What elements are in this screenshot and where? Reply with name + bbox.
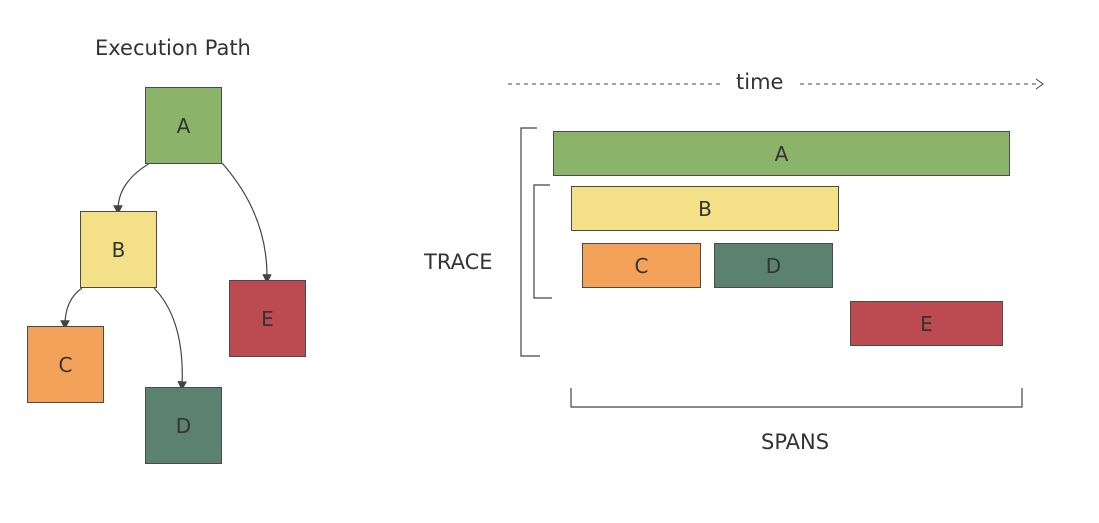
spans-bracket [570,388,1023,408]
edge-b-d [153,287,188,391]
node-b-label: B [111,237,126,262]
edge-b-c [60,287,83,330]
node-e-label: E [261,306,274,331]
node-b: B [80,211,157,288]
span-d: D [714,243,833,288]
time-axis-arrowhead [1035,78,1044,90]
spans-label: SPANS [761,430,830,454]
node-d: D [145,387,222,464]
span-b-label: B [698,196,712,221]
edge-a-e [221,162,272,284]
node-a: A [145,87,222,164]
span-d-label: D [765,253,782,278]
span-b: B [571,186,839,231]
node-c: C [27,326,104,403]
trace-bracket [520,127,540,357]
span-c-label: C [634,253,649,278]
span-e: E [850,301,1003,346]
execution-path-title: Execution Path [95,36,251,60]
node-c-label: C [58,352,73,377]
span-c: C [582,243,701,288]
trace-label: TRACE [424,250,493,274]
subtree-bracket [533,184,552,299]
span-e-label: E [920,311,933,336]
node-a-label: A [176,113,191,138]
node-e: E [229,280,306,357]
span-a-label: A [774,141,789,166]
time-label: time [736,70,784,94]
node-d-label: D [175,413,192,438]
edge-a-b [113,162,151,215]
span-a: A [553,131,1010,176]
